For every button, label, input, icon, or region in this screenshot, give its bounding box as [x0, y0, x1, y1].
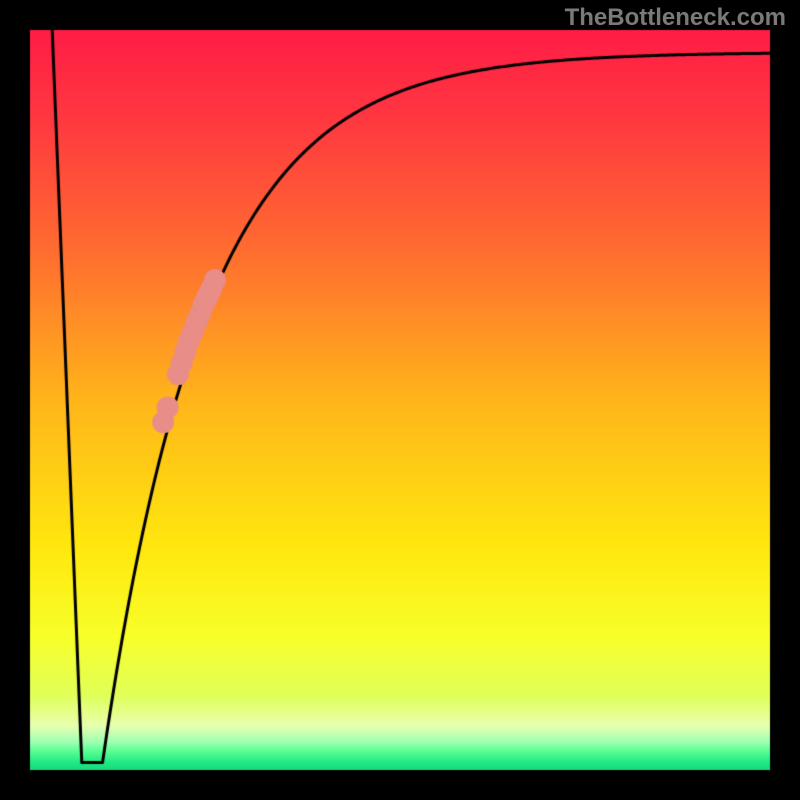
watermark-text: TheBottleneck.com	[565, 4, 786, 32]
bottleneck-chart-canvas	[0, 0, 800, 800]
chart-container: TheBottleneck.com	[0, 0, 800, 800]
